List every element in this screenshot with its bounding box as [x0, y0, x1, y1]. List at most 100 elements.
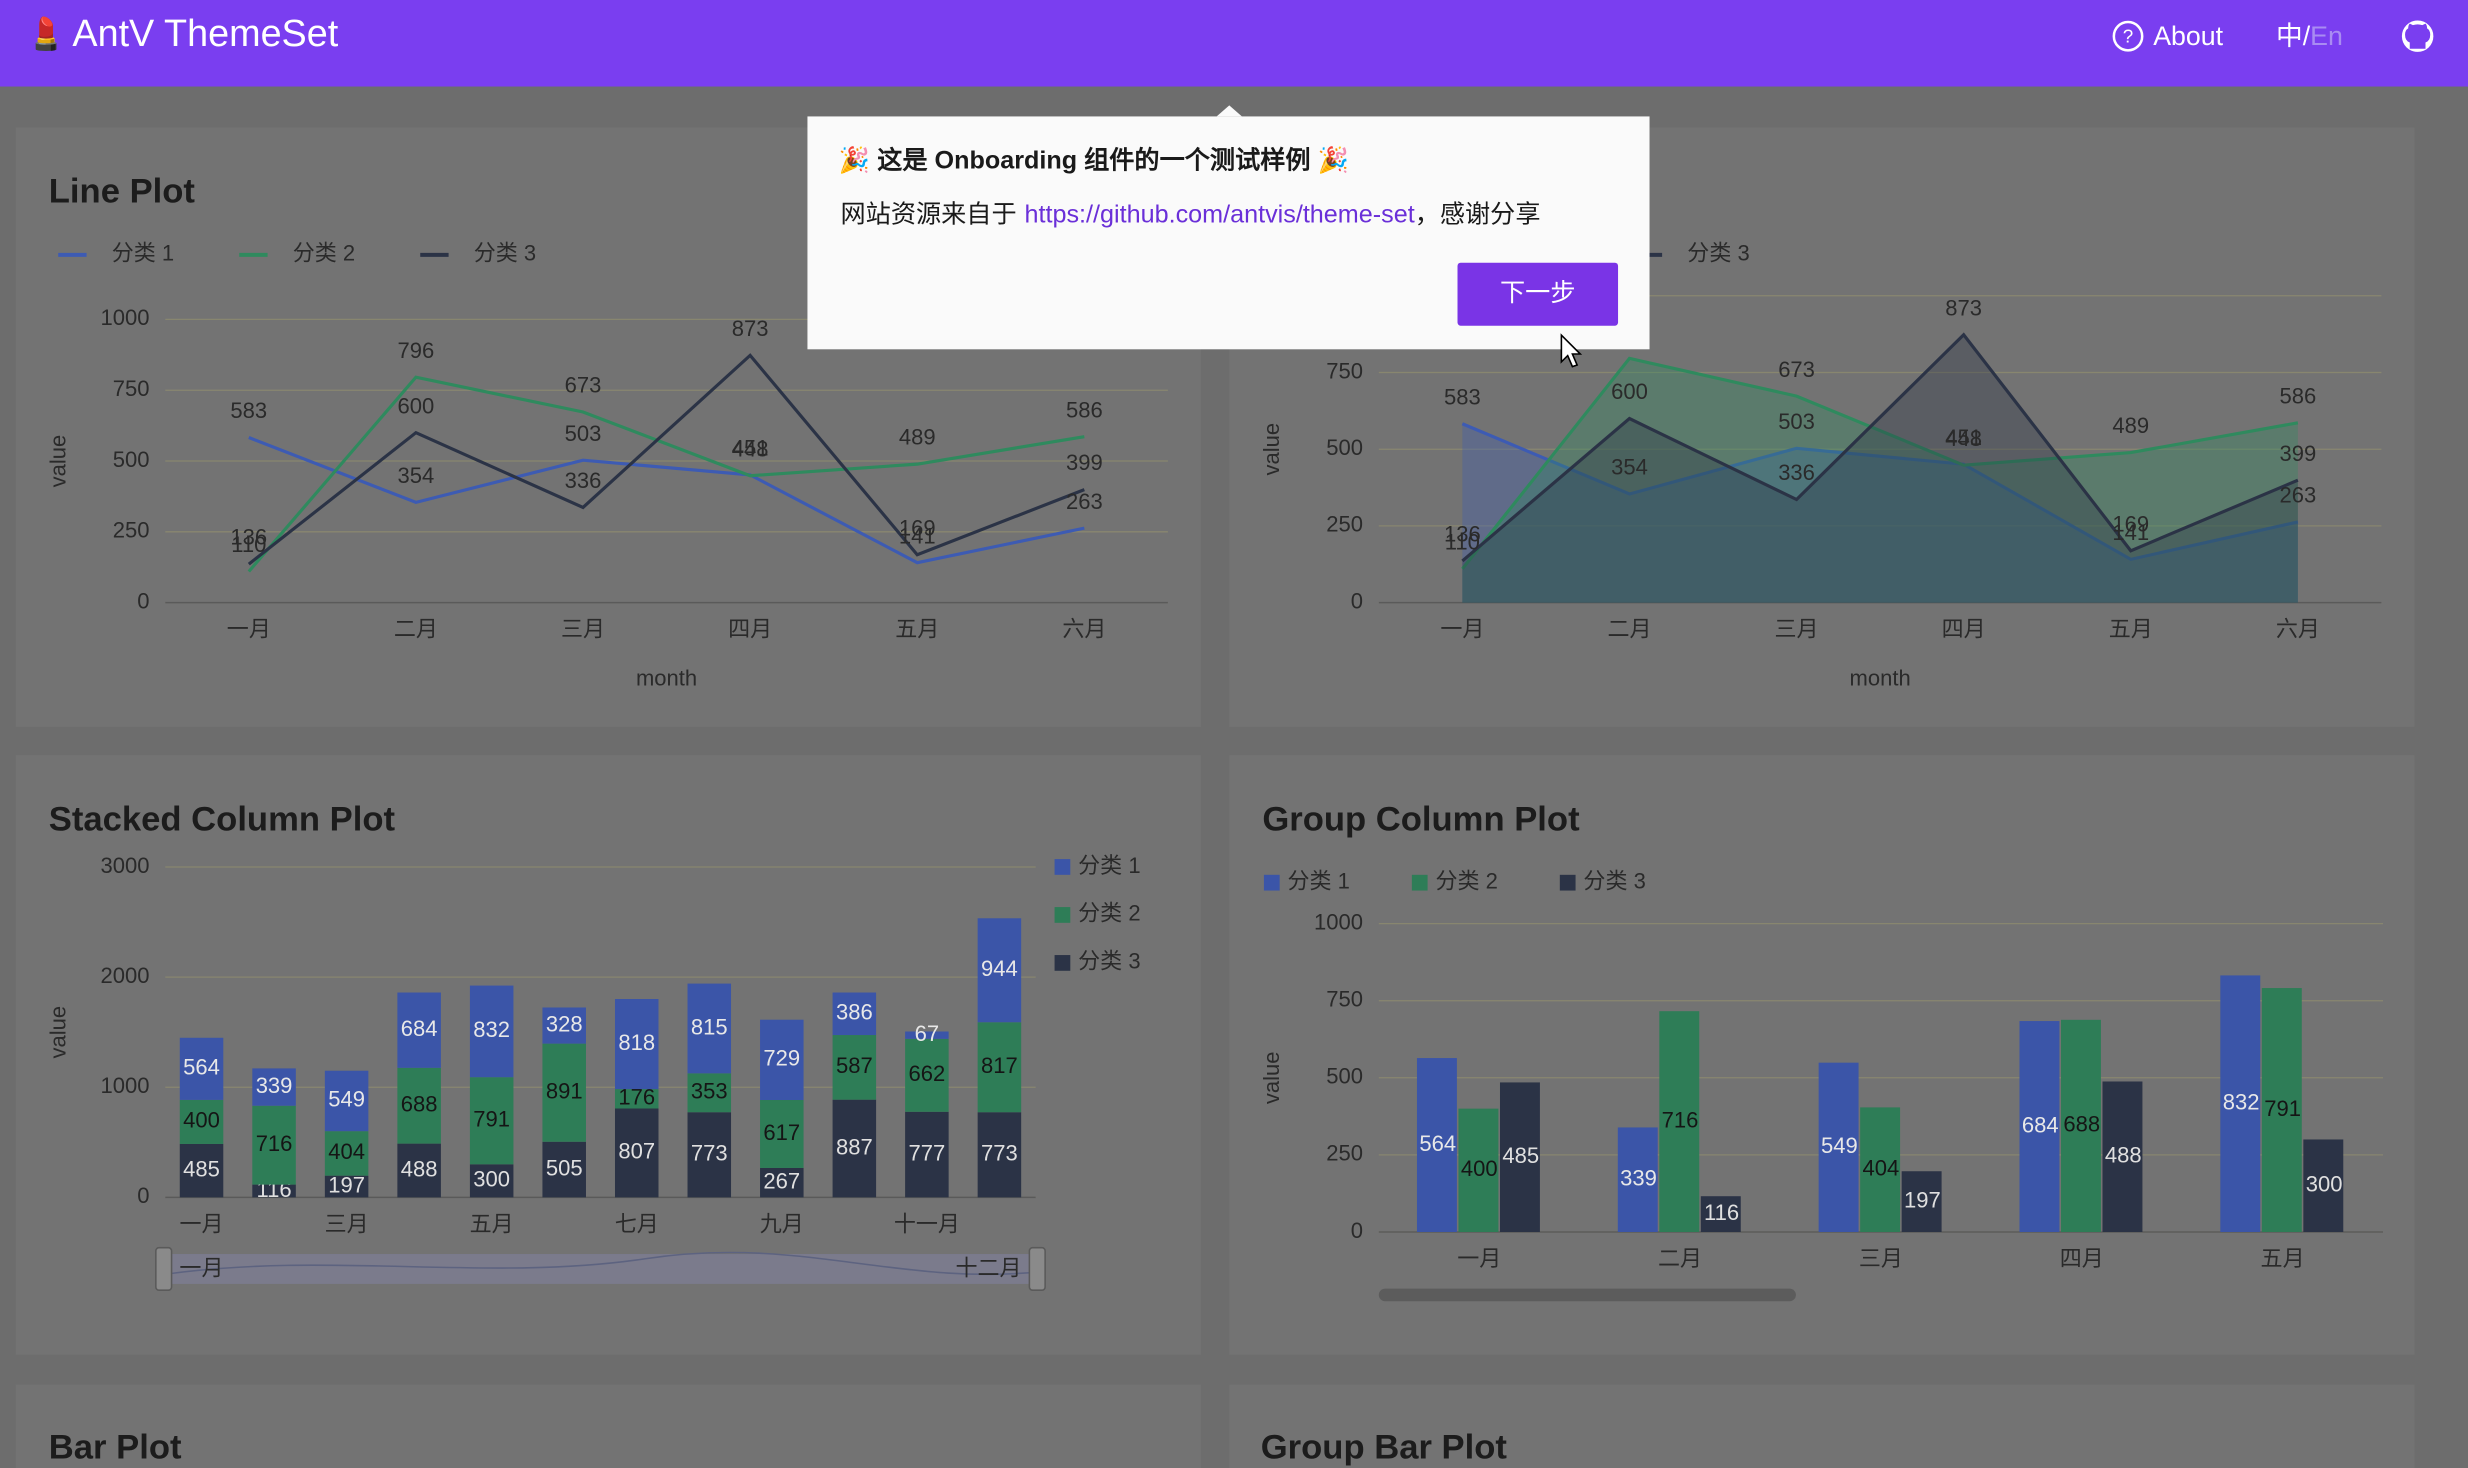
slider-track: [163, 1254, 1046, 1284]
logo-icon[interactable]: 💄: [27, 15, 66, 52]
y-tick-label: 0: [137, 588, 149, 613]
bar-segment: [179, 1037, 224, 1100]
bar-segment: [614, 1089, 659, 1109]
slider-end-label: 十二月: [955, 1256, 1021, 1281]
lang-en[interactable]: En: [2310, 21, 2343, 51]
area: [1462, 334, 2298, 603]
x-axis-label: month: [1850, 666, 1911, 691]
y-tick-label: 250: [113, 518, 150, 543]
bar-segment: [179, 1143, 224, 1198]
bar-segment: [905, 1038, 949, 1112]
data-label: 136: [1444, 522, 1481, 547]
next-button-label[interactable]: 下一步: [1500, 279, 1575, 307]
data-label: 353: [691, 1079, 728, 1104]
data-label: 400: [183, 1108, 220, 1133]
about-icon[interactable]: [2112, 20, 2144, 52]
card: [15, 1384, 1201, 1468]
bar-segment: [397, 1143, 441, 1198]
y-tick-label: 0: [137, 1183, 149, 1208]
data-label: 448: [1945, 426, 1982, 451]
bar: [2102, 1081, 2143, 1232]
section-title: Group Bar Plot: [1261, 1428, 1508, 1466]
x-tick-label: 四月: [2060, 1246, 2104, 1271]
lang-zh[interactable]: 中: [2276, 21, 2303, 51]
y-tick-label: 500: [1326, 435, 1363, 460]
chart-card: Group Column Plot 分类 1 分类 2 分类 3 0 250 500 750 1…: [1229, 755, 2415, 1355]
data-label: 485: [1502, 1143, 1539, 1168]
data-label: 684: [2022, 1112, 2059, 1137]
scrollbar[interactable]: [1378, 1288, 1796, 1302]
y-tick-label: 750: [1326, 358, 1363, 383]
data-label: 564: [1419, 1131, 1456, 1156]
x-tick-label: 三月: [561, 617, 605, 642]
data-label: 399: [2280, 441, 2317, 466]
data-label: 673: [565, 373, 602, 398]
y-tick-label: 750: [113, 376, 150, 401]
x-tick-label: 一月: [1457, 1246, 1501, 1271]
data-label: 141: [2112, 520, 2149, 545]
bar-segment: [542, 1043, 586, 1142]
x-tick-label: 五月: [2109, 617, 2153, 642]
bar: [2019, 1021, 2060, 1232]
y-tick-label: 1000: [101, 305, 150, 330]
bar-segment: [687, 983, 732, 1074]
data-label: 832: [2223, 1090, 2260, 1115]
data-label: 873: [1945, 295, 1982, 320]
bar-segment: [324, 1175, 369, 1198]
bar-segment: [469, 985, 514, 1078]
github-link[interactable]: https://github.com/antvis/theme-set: [1025, 200, 1415, 228]
legend-label: 分类 2: [1435, 869, 1497, 894]
slider-handle[interactable]: [155, 1246, 173, 1291]
x-tick-label: 十一月: [894, 1212, 960, 1237]
bar: [1700, 1196, 1741, 1232]
bar-segment: [614, 999, 659, 1090]
bar: [1659, 1011, 1700, 1232]
area: [1462, 358, 2298, 603]
data-label: 300: [2306, 1172, 2343, 1197]
about-link[interactable]: About: [2153, 21, 2223, 51]
data-label: 404: [328, 1139, 365, 1164]
card: [1229, 755, 2415, 1355]
x-tick-label: 四月: [1942, 617, 1986, 642]
bar-segment: [760, 1019, 804, 1101]
x-tick-label: 三月: [325, 1212, 369, 1237]
legend-marker: [1054, 859, 1071, 875]
data-label: 887: [836, 1134, 873, 1159]
bar: [1901, 1171, 1942, 1232]
x-tick-label: 一月: [180, 1212, 224, 1237]
data-label: 684: [401, 1016, 438, 1041]
bar-segment: [179, 1099, 224, 1144]
bar-segment: [324, 1070, 369, 1132]
y-tick-label: 500: [1326, 1064, 1363, 1089]
popover-text-start: 网站资源来自于: [841, 200, 1017, 228]
x-tick-label: 六月: [2276, 617, 2320, 642]
x-tick-label: 三月: [1775, 617, 1819, 642]
bar-segment: [760, 1100, 804, 1168]
data-label: 451: [732, 436, 769, 461]
legend-label: 分类 3: [1583, 869, 1645, 894]
data-label: 116: [1704, 1200, 1739, 1225]
data-label: 583: [1444, 384, 1481, 409]
y-tick-label: 0: [1351, 588, 1363, 613]
site-title[interactable]: AntV ThemeSet: [72, 13, 338, 55]
data-label: 339: [1620, 1166, 1657, 1191]
chart-card: 分类 1分类 2分类 302505007501000valuemonth一月二月…: [1229, 127, 2415, 727]
slider-start-label: 一月: [179, 1256, 223, 1281]
data-label: 549: [1821, 1133, 1858, 1158]
data-label: 716: [1662, 1107, 1699, 1132]
legend-label: 分类 2: [1078, 901, 1140, 926]
x-tick-label: 五月: [470, 1212, 514, 1237]
x-tick-label: 一月: [1440, 617, 1484, 642]
data-label: 489: [899, 425, 936, 450]
data-label: 197: [328, 1172, 365, 1197]
line: [1461, 332, 2299, 563]
slider-handle[interactable]: [1028, 1246, 1046, 1291]
data-label: 673: [1778, 357, 1815, 382]
next-button[interactable]: [1457, 262, 1619, 326]
data-label: 817: [981, 1053, 1018, 1078]
data-label: 662: [909, 1061, 946, 1086]
legend-label: 分类 1: [112, 241, 174, 266]
area: [1462, 423, 2298, 603]
bar-segment: [832, 992, 877, 1036]
